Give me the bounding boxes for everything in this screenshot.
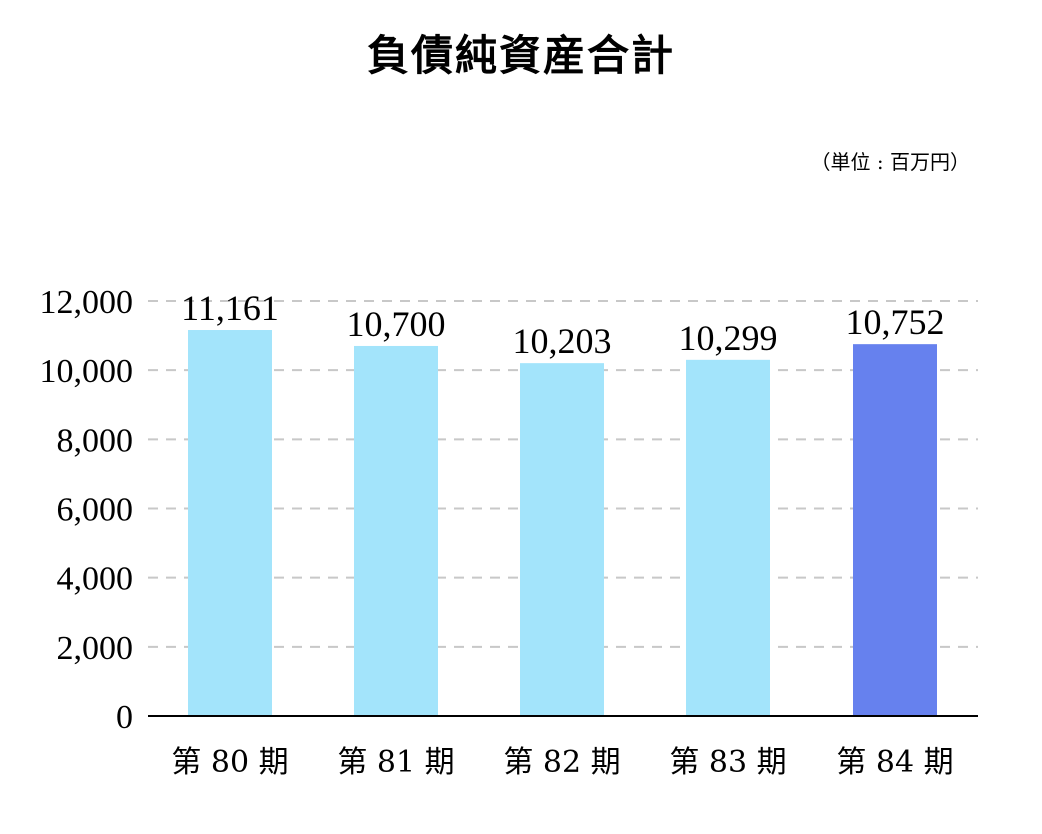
y-tick-label: 4,000 (57, 561, 134, 598)
y-tick-label: 6,000 (57, 492, 134, 529)
bars (188, 330, 937, 716)
data-label: 10,700 (347, 304, 446, 344)
bar-1 (188, 330, 272, 716)
x-tick-label: 第 81 期 (337, 745, 454, 780)
x-tick-label: 第 80 期 (171, 745, 288, 780)
y-tick-label: 0 (116, 699, 133, 736)
y-tick-label: 2,000 (57, 630, 134, 667)
data-label: 10,299 (679, 318, 778, 358)
data-label: 11,161 (181, 288, 279, 328)
unit-label: （単位 : 百万円） (810, 150, 970, 174)
bar-3 (520, 363, 604, 716)
x-tick-label: 第 84 期 (836, 745, 953, 780)
bar-4 (686, 359, 770, 716)
labels: 0 2,000 4,000 6,000 8,000 10,000 12,000 11,161 第… (40, 284, 954, 780)
y-tick-label: 10,000 (40, 353, 134, 390)
data-label: 10,203 (513, 321, 612, 361)
y-tick-label: 8,000 (57, 422, 134, 459)
data-label: 10,752 (846, 302, 945, 342)
y-tick-label: 12,000 (40, 284, 134, 321)
bar-2 (354, 345, 438, 716)
bar-5 (853, 344, 937, 716)
chart-title: 負債純資産合計 (366, 31, 675, 80)
x-tick-label: 第 82 期 (503, 745, 620, 780)
x-tick-label: 第 83 期 (669, 745, 786, 780)
